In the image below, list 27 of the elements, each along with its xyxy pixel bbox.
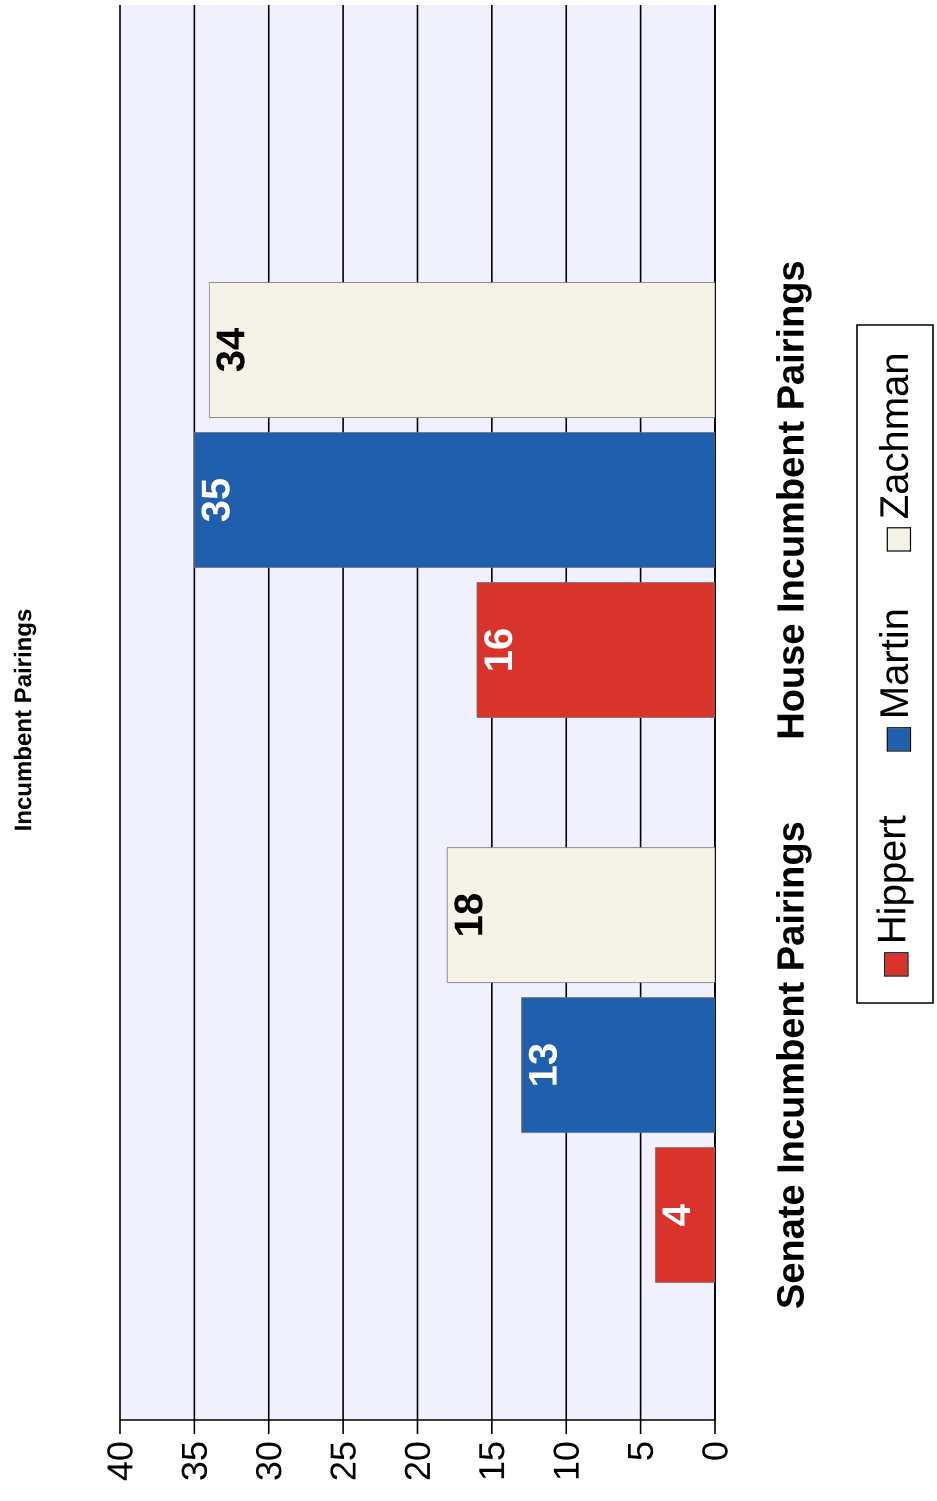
data-label: 35 [201, 478, 230, 522]
x-tick-label: 35 [181, 1442, 208, 1480]
bar [521, 997, 715, 1134]
x-tick-label: 5 [628, 1442, 654, 1460]
data-label: 34 [216, 328, 245, 372]
x-tick-label: 10 [553, 1442, 579, 1479]
bar [193, 432, 715, 568]
x-tick-label: 15 [479, 1442, 505, 1479]
text: Incumbent Pairings [13, 609, 37, 830]
text: Martin [878, 610, 909, 716]
y-tick-label: House Incumbent Pairings [776, 261, 812, 738]
data-label: 16 [484, 629, 513, 670]
x-tick-label: 20 [404, 1442, 431, 1480]
data-label: 4 [662, 1204, 691, 1226]
x-tick-label: 30 [255, 1442, 282, 1480]
bar [476, 582, 715, 718]
text: Hippert [876, 815, 914, 941]
data-label: 18 [454, 894, 483, 935]
bar [208, 282, 715, 418]
bar [446, 847, 715, 984]
y-tick-label: Senate Incumbent Pairings [776, 822, 812, 1308]
bar [655, 1147, 715, 1284]
x-tick-label: 40 [107, 1442, 133, 1481]
text: Zachman [878, 355, 909, 518]
x-tick-label: 0 [702, 1442, 728, 1460]
x-tick-label: 25 [330, 1442, 356, 1480]
data-label: 13 [528, 1044, 558, 1085]
